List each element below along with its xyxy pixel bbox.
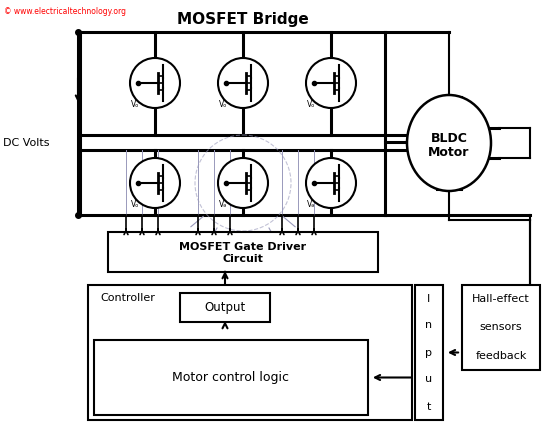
Circle shape [218,158,268,208]
Circle shape [218,58,268,108]
Bar [108,232,378,272]
Text: © www.electricaltechnology.org: © www.electricaltechnology.org [4,7,126,16]
Text: n: n [426,321,433,330]
Text: Motor: Motor [428,146,470,160]
Text: sensors: sensors [480,323,522,333]
Text: Output: Output [204,301,246,314]
Text: feedback: feedback [475,351,526,361]
Text: Vₒ: Vₒ [219,100,227,109]
Text: Vₔ: Vₔ [307,200,316,209]
Ellipse shape [407,95,491,191]
Text: DC Volts: DC Volts [3,138,50,148]
Text: MOSFET Gate Driver: MOSFET Gate Driver [179,242,306,252]
Bar [180,293,270,322]
Text: Motor control logic: Motor control logic [173,371,289,384]
Text: Vₔ: Vₔ [219,200,227,209]
Bar [462,285,540,370]
Circle shape [306,58,356,108]
Text: BLDC: BLDC [431,131,468,145]
Text: Controller: Controller [100,293,155,303]
Text: MOSFET Bridge: MOSFET Bridge [177,12,309,27]
Bar [94,340,368,415]
Text: Vₒ: Vₒ [131,200,140,209]
Circle shape [130,58,180,108]
Bar [415,285,443,420]
Circle shape [130,158,180,208]
Text: Hall-effect: Hall-effect [472,294,530,304]
Text: Vₒ: Vₒ [307,100,316,109]
Circle shape [306,158,356,208]
Text: t: t [427,401,431,411]
Bar [88,285,412,420]
Text: I: I [427,294,431,303]
Text: u: u [426,374,433,384]
Text: Vₒ: Vₒ [131,100,140,109]
Text: p: p [426,348,433,357]
Text: Circuit: Circuit [222,254,263,264]
